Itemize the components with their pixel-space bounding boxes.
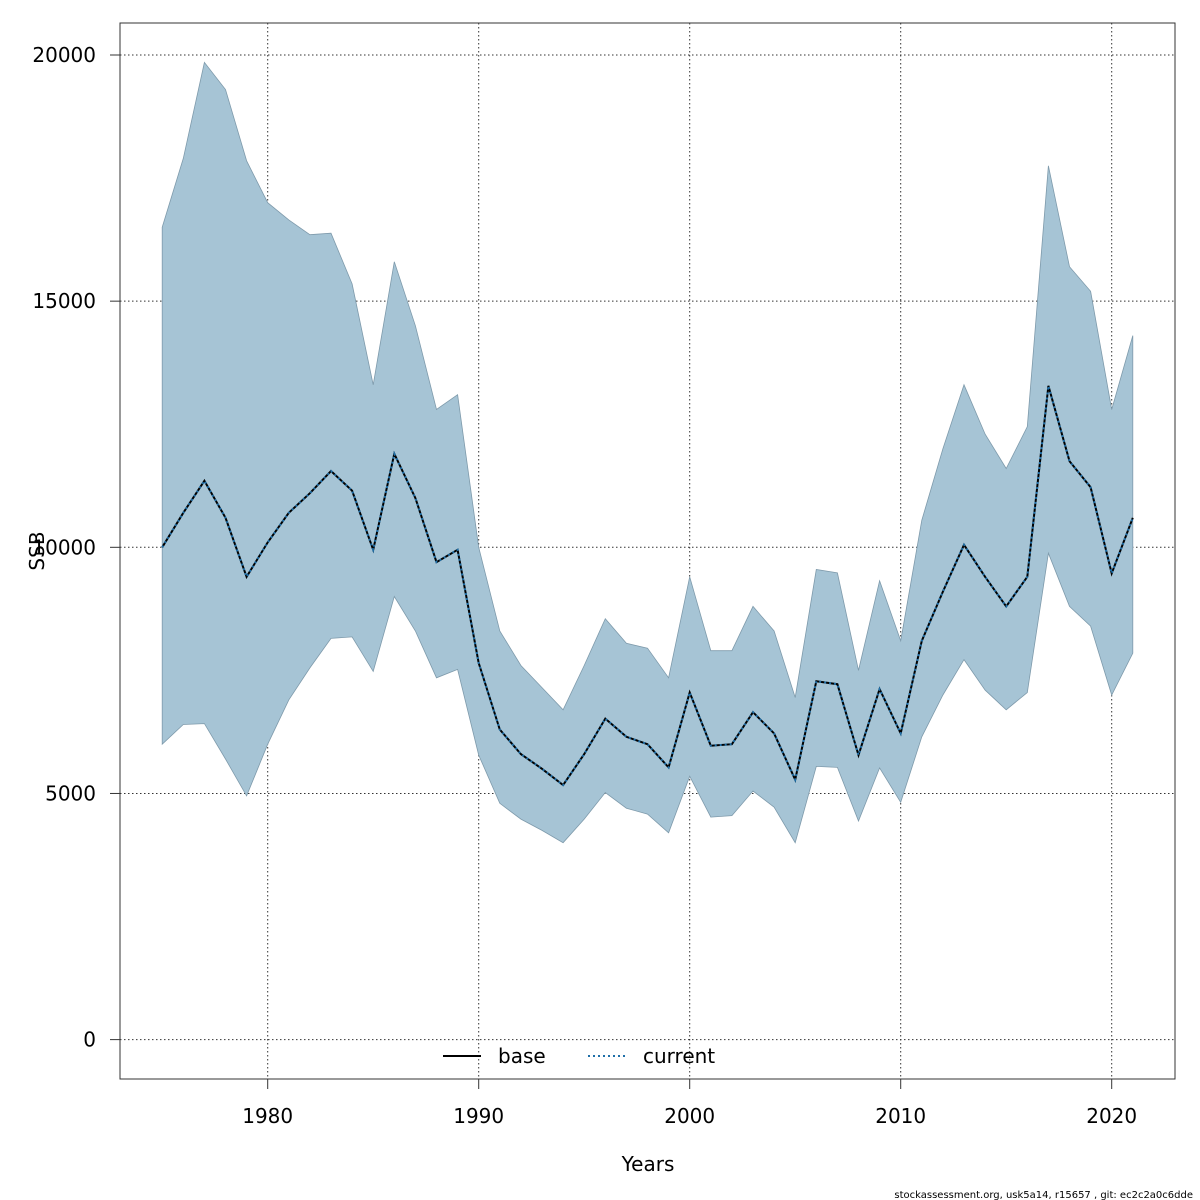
x-tick-label-1990: 1990 — [453, 1104, 504, 1128]
legend-label-current: current — [643, 1044, 715, 1068]
confidence-band — [161, 61, 1134, 844]
legend: base current — [443, 1044, 715, 1068]
x-tick-label-1980: 1980 — [242, 1104, 293, 1128]
y-tick-label-15000: 15000 — [32, 289, 96, 313]
legend-label-base: base — [498, 1044, 546, 1068]
y-tick-label-5000: 5000 — [45, 781, 96, 805]
x-axis-label: Years — [621, 1152, 675, 1176]
y-axis: 0 5000 10000 15000 20000 — [32, 43, 121, 1052]
y-tick-label-10000: 10000 — [32, 535, 96, 559]
y-axis-label: SSB — [25, 531, 49, 570]
x-tick-label-2010: 2010 — [875, 1104, 926, 1128]
x-axis: 1980 1990 2000 2010 2020 — [242, 1078, 1137, 1128]
footer-note: stockassessment.org, usk5a14, r15657 , g… — [894, 1190, 1193, 1200]
series-line-base — [161, 385, 1134, 787]
y-tick-label-20000: 20000 — [32, 43, 96, 67]
y-tick-label-0: 0 — [83, 1028, 96, 1052]
x-tick-label-2020: 2020 — [1086, 1104, 1137, 1128]
x-tick-label-2000: 2000 — [664, 1104, 715, 1128]
